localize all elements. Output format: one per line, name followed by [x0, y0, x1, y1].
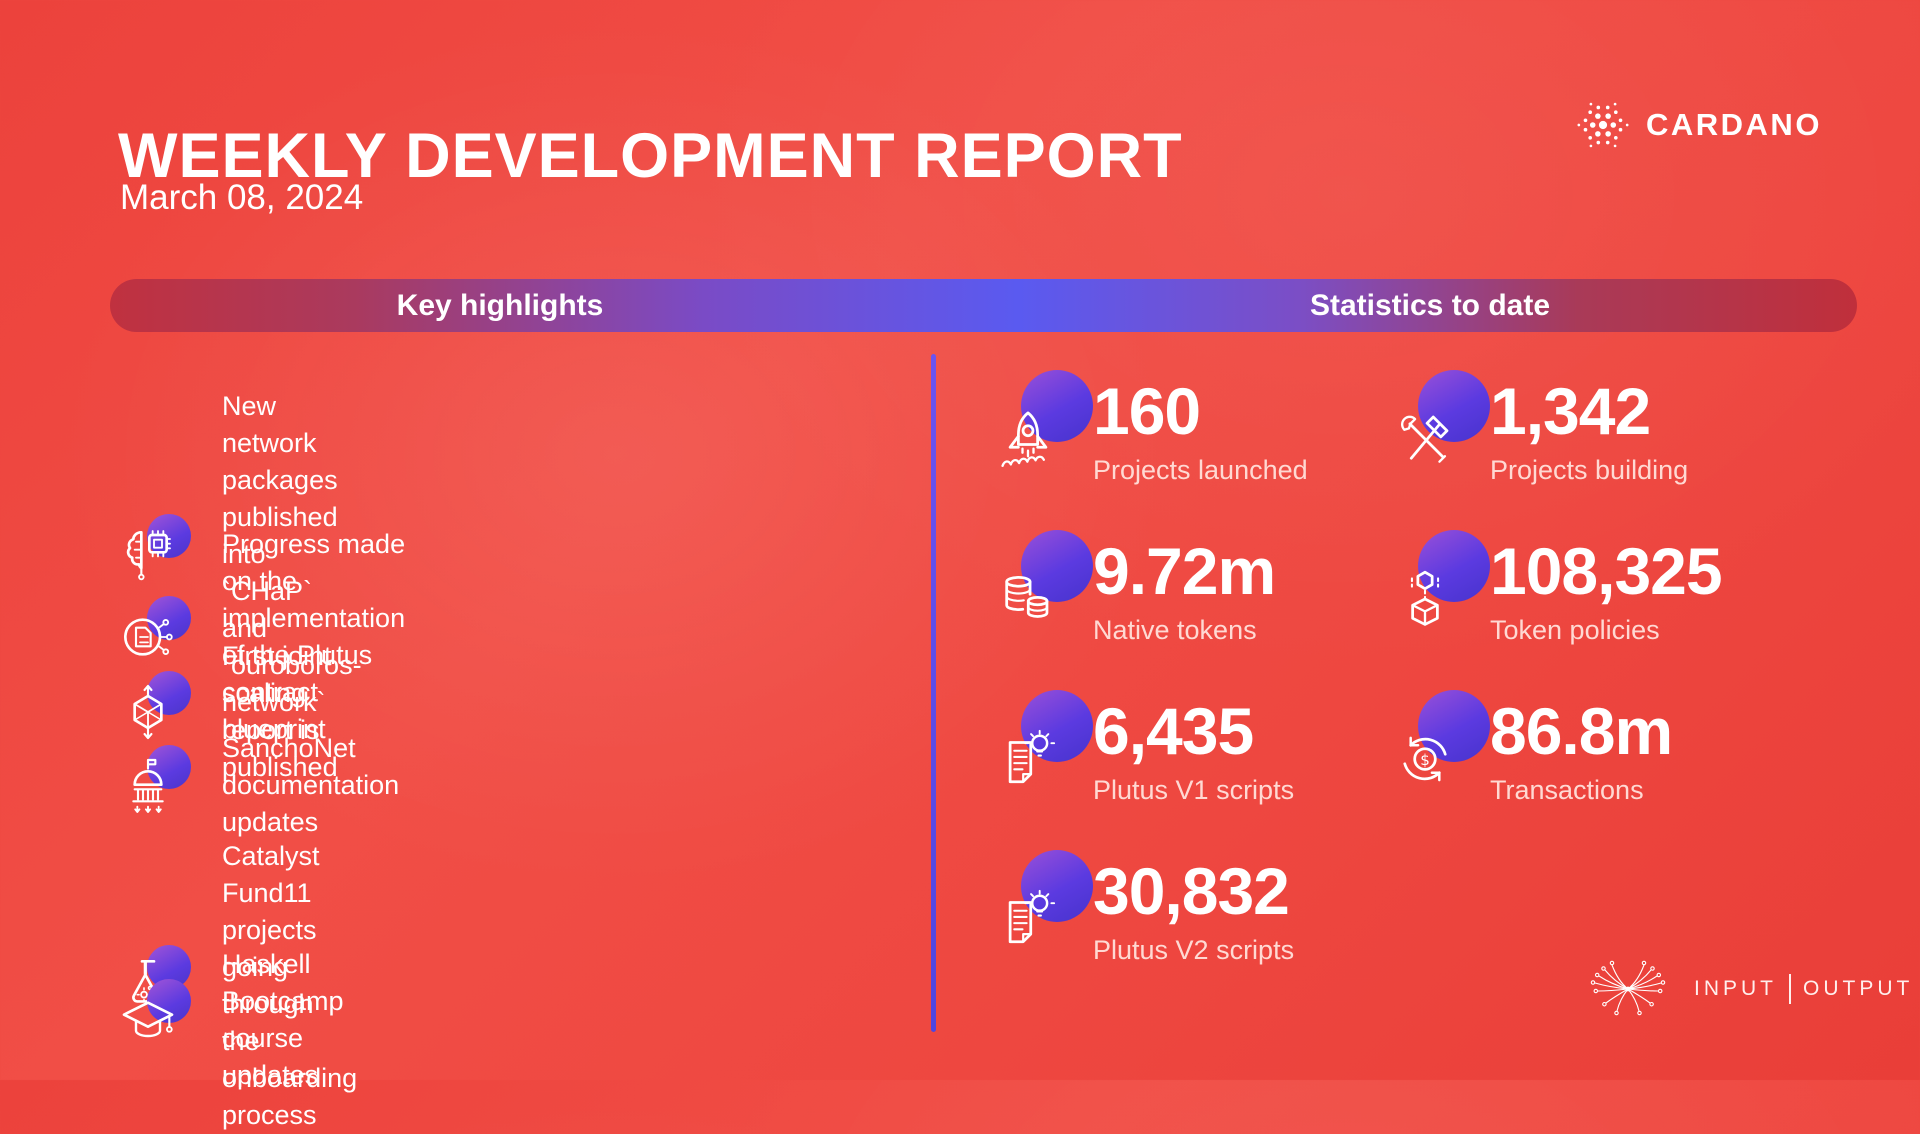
stat-value: 108,325	[1490, 534, 1723, 608]
stat-transactions: $ 86.8m Transactions	[1392, 690, 1832, 860]
highlight-text: Haskell Bootcamp course updates	[222, 949, 344, 1090]
stat-plutus-v2-scripts: 30,832 Plutus V2 scripts	[995, 850, 1392, 1020]
stat-label: Projects launched	[1093, 454, 1308, 485]
stat-label: Projects building	[1490, 454, 1689, 485]
stat-value: 86.8m	[1490, 694, 1673, 768]
section-label-stats: Statistics to date	[1309, 289, 1551, 322]
highlight-text: First joint scaling report is published	[222, 641, 338, 782]
highlight-item: New network packages published into `CHa…	[116, 388, 362, 721]
stat-value: 160	[1093, 374, 1201, 448]
ai-brain-chip-icon	[116, 513, 191, 587]
script-bulb-icon	[995, 850, 1093, 952]
transactions-icon: $	[1392, 690, 1490, 792]
highlight-text: Progress made on the implementation of t…	[222, 529, 406, 744]
input-output-logo: INPUT OUTPUT	[1578, 948, 1913, 1030]
icon-badge	[1418, 530, 1490, 602]
token-box-icon	[1392, 530, 1490, 632]
butterfly-icon	[1590, 960, 1666, 1016]
cube-scaling-icon	[116, 671, 191, 744]
cardano-logo-text: CARDANO	[1646, 107, 1822, 142]
graduation-cap-icon	[116, 979, 191, 1052]
highlight-item: Haskell Bootcamp course updates	[116, 946, 344, 1094]
stat-label: Plutus V2 scripts	[1093, 934, 1295, 965]
stat-label: Transactions	[1490, 774, 1644, 805]
cardano-logo-icon	[1577, 102, 1629, 148]
report-date: March 08, 2024	[120, 178, 364, 217]
stat-value: 6,435	[1093, 694, 1254, 768]
input-output-text: INPUT OUTPUT	[1694, 974, 1913, 1004]
tools-icon	[1392, 370, 1490, 472]
stat-projects-launched: 160 Projects launched	[995, 370, 1392, 540]
icon-badge	[147, 596, 191, 640]
stat-value: 9.72m	[1093, 534, 1276, 608]
weekly-report-slide: { "header": { "title": "WEEKLY DEVELOPME…	[0, 0, 1920, 1080]
io-separator	[1789, 974, 1791, 1004]
cardano-logo: CARDANO	[1574, 96, 1822, 154]
icon-badge	[1021, 690, 1093, 762]
rocket-icon	[995, 370, 1093, 472]
section-label-highlights: Key highlights	[396, 289, 604, 322]
document-circuit-icon	[116, 596, 191, 669]
icon-badge	[1021, 530, 1093, 602]
output-label: OUTPUT	[1803, 977, 1914, 1000]
section-header-bar: Key highlights Statistics to date	[110, 279, 1857, 332]
stat-value: 30,832	[1093, 854, 1290, 928]
stat-label: Native tokens	[1093, 614, 1257, 645]
column-divider	[931, 354, 936, 1032]
stat-native-tokens: 9.72m Native tokens	[995, 530, 1392, 700]
governance-building-icon	[116, 744, 191, 818]
stats-grid: 160 Projects launched 1,342 Projects bui…	[995, 370, 1832, 1020]
input-label: INPUT	[1694, 977, 1777, 1000]
stat-projects-building: 1,342 Projects building	[1392, 370, 1832, 540]
stat-token-policies: 108,325 Token policies	[1392, 530, 1832, 700]
stat-label: Plutus V1 scripts	[1093, 774, 1295, 805]
highlight-item: First joint scaling report is published	[116, 638, 338, 786]
highlight-item: SanchoNet documentation updates	[116, 730, 399, 841]
highlight-text: SanchoNet documentation updates	[222, 733, 400, 837]
icon-badge	[1021, 850, 1093, 922]
stat-plutus-v1-scripts: 6,435 Plutus V1 scripts	[995, 690, 1392, 860]
page-title: WEEKLY DEVELOPMENT REPORT	[118, 121, 1183, 192]
icon-badge	[147, 744, 191, 789]
highlight-text: New network packages published into `CHa…	[222, 391, 362, 717]
coins-icon	[995, 530, 1093, 632]
highlight-item: Progress made on the implementation of t…	[116, 526, 405, 748]
stat-value: 1,342	[1490, 374, 1651, 448]
stat-label: Token policies	[1490, 614, 1660, 645]
script-bulb-icon	[995, 690, 1093, 792]
svg-text:$: $	[1420, 751, 1430, 769]
icon-badge	[1418, 370, 1490, 442]
